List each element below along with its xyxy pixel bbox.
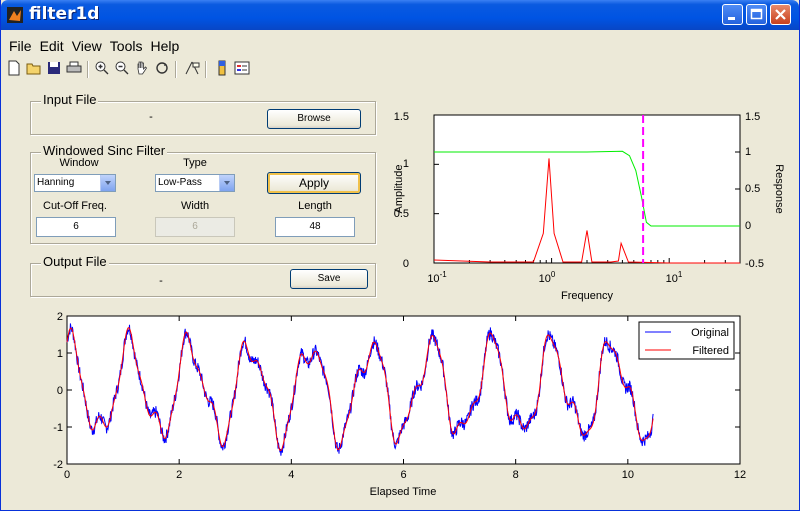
time-y-tick-label: 1 xyxy=(57,348,63,360)
output-file-panel-title: Output File xyxy=(41,254,109,269)
resp-tick-1-5: 1.5 xyxy=(745,111,760,123)
amp-tick-0-5: 0.5 xyxy=(394,208,409,220)
input-file-panel-title: Input File xyxy=(41,92,99,107)
resp-tick-0: 0 xyxy=(745,220,751,232)
time-x-tick-label: 4 xyxy=(288,469,294,481)
legend-filtered-label: Filtered xyxy=(692,345,729,357)
maximize-button[interactable] xyxy=(746,4,767,25)
chevron-down-icon[interactable] xyxy=(219,175,234,191)
minimize-button[interactable] xyxy=(722,4,743,25)
input-file-panel: Input File - Browse xyxy=(30,92,376,135)
time-x-tick-label: 6 xyxy=(400,469,406,481)
resp-tick-neg-0-5: -0.5 xyxy=(745,258,764,270)
colorbar-icon[interactable] xyxy=(213,60,231,78)
pan-hand-icon[interactable] xyxy=(133,60,151,78)
time-x-tick-label: 10 xyxy=(622,469,634,481)
freq-tick-10: 101 xyxy=(666,270,683,285)
menu-bar: File Edit View Tools Help xyxy=(1,36,179,56)
amp-tick-1: 1 xyxy=(403,158,409,170)
amplitude-axis-label: Amplitude xyxy=(393,165,405,214)
save-icon[interactable] xyxy=(45,60,63,78)
close-button[interactable] xyxy=(770,4,791,25)
frequency-axis-label: Frequency xyxy=(561,290,613,302)
title-bar[interactable]: filter1d xyxy=(1,0,799,30)
menu-tools[interactable]: Tools xyxy=(109,38,143,54)
amp-tick-0: 0 xyxy=(403,258,409,270)
frequency-plot-area xyxy=(433,114,741,264)
output-file-name: - xyxy=(159,275,163,287)
legend-box xyxy=(638,321,735,360)
time-y-tick-label: -2 xyxy=(53,459,63,471)
amplitude-spectrum xyxy=(433,158,740,264)
type-select-value: Low-Pass xyxy=(158,177,202,188)
type-label: Type xyxy=(183,157,207,169)
menu-edit[interactable]: Edit xyxy=(39,38,64,54)
cutoff-freq-label: Cut-Off Freq. xyxy=(43,200,107,212)
amp-tick-1-5: 1.5 xyxy=(394,111,409,123)
menu-help[interactable]: Help xyxy=(150,38,180,54)
menu-view[interactable]: View xyxy=(71,38,102,54)
window-select-value: Hanning xyxy=(37,177,75,188)
apply-button[interactable]: Apply xyxy=(267,172,361,194)
print-icon[interactable] xyxy=(65,60,83,78)
new-file-icon[interactable] xyxy=(5,60,23,78)
time-y-tick-label: 2 xyxy=(57,311,63,323)
window-label: Window xyxy=(59,157,99,169)
resp-tick-0-5: 0.5 xyxy=(745,183,760,195)
windowed-sinc-filter-panel: Windowed Sinc Filter Window Hanning Type… xyxy=(30,143,376,244)
legend-icon[interactable] xyxy=(233,60,251,78)
open-folder-icon[interactable] xyxy=(25,60,43,78)
length-field[interactable]: 48 xyxy=(275,217,355,237)
input-file-name: - xyxy=(149,111,153,123)
frequency-chart[interactable]: 1.5 1 0.5 0 1.5 1 0.5 0 -0.5 10-1 100 10… xyxy=(381,100,800,305)
type-select[interactable]: Low-Pass xyxy=(155,174,235,192)
window-select[interactable]: Hanning xyxy=(34,174,116,192)
response-axis-label: Response xyxy=(773,164,785,214)
filtered-signal-line xyxy=(66,327,654,452)
time-x-tick-label: 2 xyxy=(176,469,182,481)
elapsed-time-axis-label: Elapsed Time xyxy=(370,486,437,498)
legend-original-label: Original xyxy=(691,327,729,339)
time-x-tick-label: 12 xyxy=(734,469,746,481)
window-title: filter1d xyxy=(29,4,100,24)
browse-button[interactable]: Browse xyxy=(267,109,361,129)
response-curve xyxy=(434,150,740,227)
width-label: Width xyxy=(180,200,210,212)
zoom-out-icon[interactable] xyxy=(113,60,131,78)
time-x-tick-label: 8 xyxy=(513,469,519,481)
save-button[interactable]: Save xyxy=(290,269,368,289)
output-file-panel: Output File - Save xyxy=(30,254,376,297)
time-x-tick-label: 0 xyxy=(64,469,70,481)
resp-tick-1: 1 xyxy=(745,146,751,158)
rotate-3d-icon[interactable] xyxy=(153,60,171,78)
width-field: 6 xyxy=(155,217,235,237)
freq-tick-1: 100 xyxy=(539,270,556,285)
menu-file[interactable]: File xyxy=(9,38,32,54)
data-cursor-icon[interactable] xyxy=(183,60,201,78)
chevron-down-icon[interactable] xyxy=(100,175,115,191)
freq-tick-0-1: 10-1 xyxy=(427,270,447,285)
time-y-tick-label: 0 xyxy=(57,385,63,397)
length-label: Length xyxy=(298,200,332,212)
chart-legend[interactable]: Original Filtered xyxy=(638,321,735,360)
cutoff-freq-field[interactable]: 6 xyxy=(36,217,116,237)
filter-panel-title: Windowed Sinc Filter xyxy=(41,143,168,158)
time-y-tick-label: -1 xyxy=(53,422,63,434)
zoom-in-icon[interactable] xyxy=(93,60,111,78)
matlab-icon xyxy=(7,7,23,23)
